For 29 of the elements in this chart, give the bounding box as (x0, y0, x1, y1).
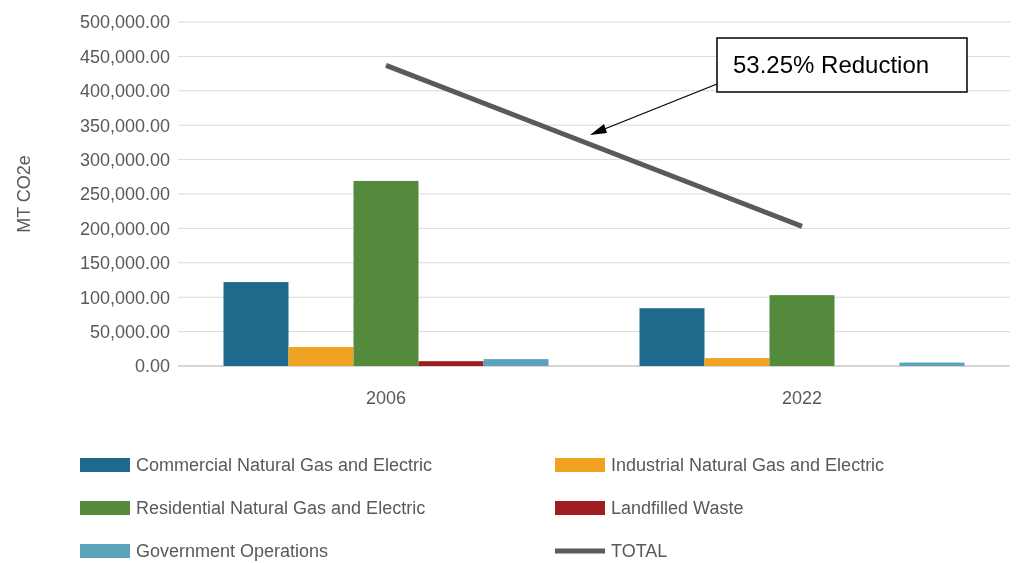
y-tick-label: 100,000.00 (79, 287, 170, 308)
y-tick-label: 0.00 (134, 356, 170, 377)
bar (223, 282, 289, 366)
legend-label: Commercial Natural Gas and Electric (136, 455, 433, 476)
annotation: 53.25% Reduction (733, 51, 930, 79)
bar (769, 295, 835, 366)
y-tick-label: 250,000.00 (79, 184, 170, 205)
x-tick-label: 2022 (781, 388, 823, 408)
x-tick-label: 2006 (365, 388, 407, 408)
bar (704, 358, 770, 366)
y-tick-label: 50,000.00 (89, 321, 170, 342)
bar (353, 180, 419, 366)
y-axis-title: MT CO2e (14, 155, 34, 233)
legend-label: TOTAL (611, 541, 668, 562)
bar (639, 308, 705, 366)
y-tick-label: 500,000.00 (79, 12, 170, 33)
legend-label: Residential Natural Gas and Electric (136, 498, 426, 519)
y-tick-label: 400,000.00 (79, 81, 170, 102)
legend-label: Industrial Natural Gas and Electric (611, 455, 885, 476)
y-tick-label: 450,000.00 (79, 46, 170, 67)
y-tick-label: 300,000.00 (79, 149, 170, 170)
legend-label: Government Operations (136, 541, 329, 562)
y-tick-label: 200,000.00 (79, 218, 170, 239)
legend-label: Landfilled Waste (611, 498, 744, 519)
bar (483, 359, 549, 366)
bar (418, 361, 484, 366)
y-tick-label: 350,000.00 (79, 115, 170, 136)
bar (288, 347, 354, 366)
y-tick-label: 150,000.00 (79, 253, 170, 274)
